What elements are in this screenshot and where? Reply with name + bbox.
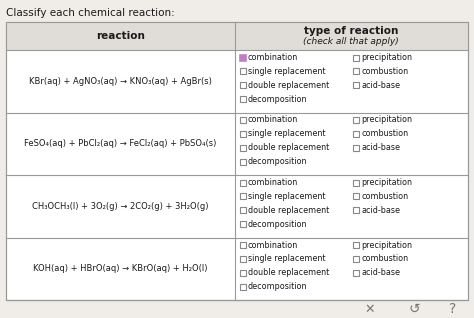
Text: combination: combination [248, 178, 298, 187]
Text: precipitation: precipitation [361, 178, 412, 187]
Text: ✕: ✕ [365, 302, 375, 315]
Text: combustion: combustion [361, 67, 408, 76]
Bar [353, 68, 359, 74]
Text: ↺: ↺ [409, 302, 420, 316]
Bar [353, 193, 359, 199]
Text: single replacement: single replacement [248, 129, 325, 138]
Text: combination: combination [248, 53, 298, 62]
Text: decomposition: decomposition [248, 95, 307, 104]
Bar [240, 270, 246, 276]
Text: Classify each chemical reaction:: Classify each chemical reaction: [6, 8, 175, 18]
Text: decomposition: decomposition [248, 220, 307, 229]
Bar [6, 22, 468, 50]
Text: single replacement: single replacement [248, 254, 325, 263]
Text: KBr(aq) + AgNO₃(aq) → KNO₃(aq) + AgBr(s): KBr(aq) + AgNO₃(aq) → KNO₃(aq) + AgBr(s) [29, 77, 212, 86]
Text: precipitation: precipitation [361, 115, 412, 125]
Bar [6, 22, 468, 300]
Bar [353, 82, 359, 88]
Bar [240, 193, 246, 199]
Bar [353, 256, 359, 262]
Bar [240, 82, 246, 88]
Bar [240, 207, 246, 213]
Text: single replacement: single replacement [248, 192, 325, 201]
Bar [240, 68, 246, 74]
Bar [353, 145, 359, 151]
Text: double replacement: double replacement [248, 81, 329, 90]
Bar [6, 22, 468, 300]
Text: double replacement: double replacement [248, 268, 329, 277]
Bar [240, 242, 246, 248]
Text: acid-base: acid-base [361, 143, 400, 152]
Text: combustion: combustion [361, 254, 408, 263]
Text: acid-base: acid-base [361, 81, 400, 90]
Text: precipitation: precipitation [361, 53, 412, 62]
Text: FeSO₄(aq) + PbCl₂(aq) → FeCl₂(aq) + PbSO₄(s): FeSO₄(aq) + PbCl₂(aq) → FeCl₂(aq) + PbSO… [24, 139, 217, 148]
Text: reaction: reaction [96, 31, 145, 41]
Text: combustion: combustion [361, 129, 408, 138]
Text: double replacement: double replacement [248, 143, 329, 152]
Bar [353, 54, 359, 60]
Text: CH₃OCH₃(l) + 3O₂(g) → 2CO₂(g) + 3H₂O(g): CH₃OCH₃(l) + 3O₂(g) → 2CO₂(g) + 3H₂O(g) [32, 202, 209, 211]
Text: combination: combination [248, 240, 298, 250]
Bar [353, 207, 359, 213]
Bar [353, 117, 359, 123]
Text: combination: combination [248, 115, 298, 125]
Bar [240, 96, 246, 102]
Text: single replacement: single replacement [248, 67, 325, 76]
Bar [353, 242, 359, 248]
Text: ?: ? [449, 302, 456, 316]
Text: double replacement: double replacement [248, 206, 329, 215]
Bar [240, 221, 246, 227]
Bar [353, 179, 359, 185]
Bar [240, 117, 246, 123]
Text: type of reaction: type of reaction [304, 26, 399, 36]
Text: (check all that apply): (check all that apply) [303, 37, 399, 46]
Bar [240, 256, 246, 262]
Bar [240, 284, 246, 290]
Text: acid-base: acid-base [361, 268, 400, 277]
Bar [240, 159, 246, 165]
Bar [353, 131, 359, 137]
Bar [240, 145, 246, 151]
Bar [353, 270, 359, 276]
Bar [240, 54, 246, 60]
Text: decomposition: decomposition [248, 157, 307, 166]
Text: precipitation: precipitation [361, 240, 412, 250]
Bar [240, 179, 246, 185]
Text: decomposition: decomposition [248, 282, 307, 291]
Bar [240, 131, 246, 137]
Text: KOH(aq) + HBrO(aq) → KBrO(aq) + H₂O(l): KOH(aq) + HBrO(aq) → KBrO(aq) + H₂O(l) [33, 264, 208, 273]
Text: combustion: combustion [361, 192, 408, 201]
Text: acid-base: acid-base [361, 206, 400, 215]
